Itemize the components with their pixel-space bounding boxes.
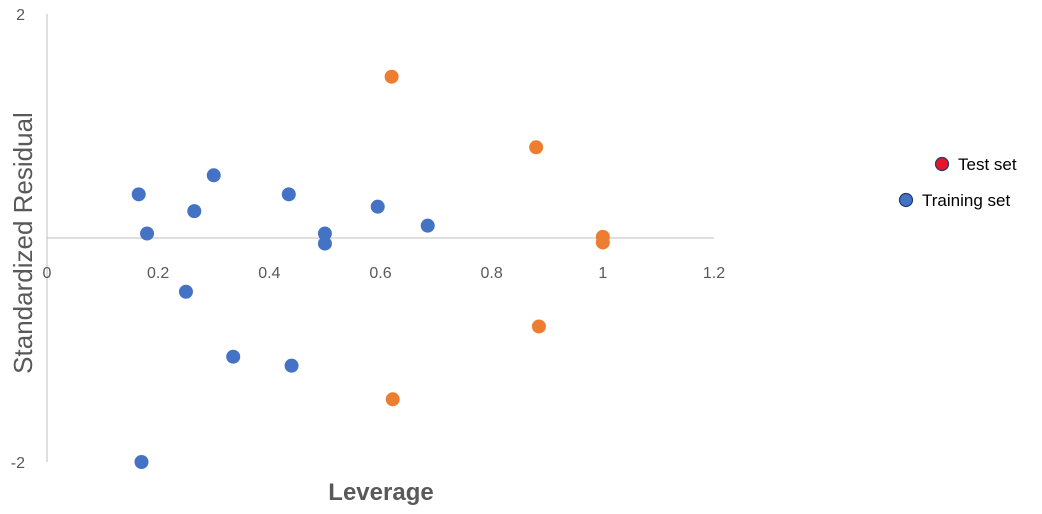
training-set-point [420,218,435,233]
training-set-point [206,168,221,183]
training-set-point [178,284,193,299]
x-tick-label: 1.2 [703,265,725,282]
x-tick-label: 0.2 [147,265,169,282]
training-set-point [284,358,299,373]
x-tick-label: 0.4 [258,265,280,282]
training-set-point [317,236,332,251]
training-set-point [131,187,146,202]
test-set-point [385,392,400,407]
x-tick-labels: 0 0.2 0.4 0.6 0.8 1 1.2 [43,265,726,282]
x-tick-label: 0.8 [481,265,503,282]
legend-marker [934,156,950,172]
x-axis-label: Leverage [328,479,433,506]
legend-label: Training set [922,191,1010,210]
training-set-point [370,199,385,214]
test-set-point [595,235,610,250]
test-set-point [384,69,399,84]
training-set-point [226,349,241,364]
x-tick-label: 0 [43,265,52,282]
x-tick-label: 0.6 [369,265,391,282]
y-tick-label: 2 [16,7,25,24]
test-set-point [529,140,544,155]
training-set-point [187,204,202,219]
legend-label: Test set [958,155,1017,174]
training-set-point [134,455,149,469]
y-axis-label: Standardized Residual [8,112,38,374]
y-tick-labels: 2 -2 [11,7,25,472]
data-points [131,69,610,469]
y-tick-label: -2 [11,455,25,472]
legend-marker [898,192,914,208]
legend: Test set Training set [898,155,1017,210]
training-set-point [140,226,155,241]
training-set-point [317,226,332,241]
test-set-point [531,319,546,334]
x-tick-label: 1 [598,265,607,282]
training-set-point [281,187,296,202]
